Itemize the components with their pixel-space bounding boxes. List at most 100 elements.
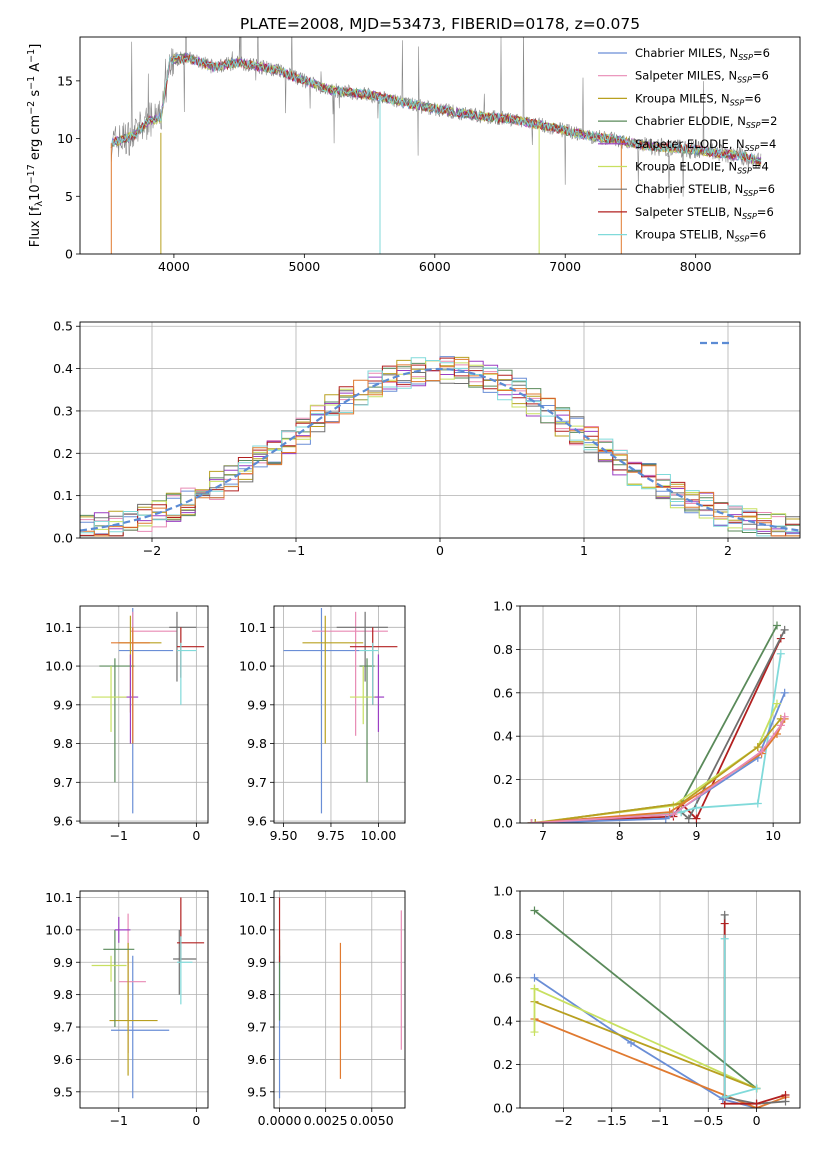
y-tick-label: 0 [65, 247, 73, 262]
weight-line [533, 909, 758, 1090]
weight-line [723, 914, 786, 1105]
y-tick-label: 9.5 [53, 1084, 73, 1099]
weight-marker [752, 1099, 761, 1108]
x-tick-label: −1 [287, 543, 305, 558]
y-tick-label: 9.7 [53, 1020, 73, 1035]
y-tick-label: 0.6 [493, 970, 513, 985]
x-tick-label: 0.0025 [304, 1113, 348, 1128]
weight-marker [530, 984, 539, 993]
y-tick-label: 0.4 [493, 1014, 513, 1029]
weight-marker [527, 819, 536, 823]
x-tick-label: 0 [192, 828, 200, 843]
figure-title: PLATE=2008, MJD=53473, FIBERID=0178, z=0… [240, 15, 640, 33]
legend-label: Kroupa ELODIE, NSSP=4 [635, 160, 769, 176]
weight-marker [669, 810, 678, 819]
legend-label: Salpeter MILES, NSSP=6 [635, 69, 769, 85]
weight-line [534, 987, 757, 1090]
x-tick-label: 7000 [549, 259, 581, 274]
y-tick-label: 9.6 [53, 1052, 73, 1067]
histograms [80, 356, 800, 537]
weight-line [534, 1000, 757, 1090]
weight-lines [530, 906, 790, 1108]
weight-line [723, 938, 757, 1099]
weight-marker [530, 973, 539, 982]
mass-vs-extinction-panel: 0.0000 0.0025 0.0050 9.5 9.6 9.7 9.8 9.9 10.0 10.… [239, 890, 406, 1128]
weight-marker [757, 747, 766, 756]
weight-marker [780, 712, 789, 721]
weight-lines [527, 621, 789, 823]
y-tick-label: 10.0 [239, 922, 267, 937]
y-tick-label: 0.4 [53, 361, 73, 376]
y-label-part: 10 [28, 184, 43, 201]
x-tick-label: −1 [110, 828, 128, 843]
y-tick-label: 9.9 [247, 955, 267, 970]
legend-label: Chabrier MILES, NSSP=6 [635, 46, 770, 62]
legend-label: Kroupa STELIB, NSSP=6 [635, 228, 766, 244]
y-tick-label: 9.5 [247, 1084, 267, 1099]
residual-histogram [80, 358, 800, 537]
y-tick-label: 9.6 [247, 814, 267, 829]
y-label-part: λ [34, 200, 45, 206]
y-tick-label: 9.8 [247, 987, 267, 1002]
x-tick-label: −1 [651, 1113, 669, 1128]
y-tick-label: 5 [65, 189, 73, 204]
y-tick-label: 0.8 [493, 642, 513, 657]
legend-label: Kroupa MILES, NSSP=6 [635, 91, 761, 107]
error-bars [91, 897, 205, 1099]
axes-frame [519, 890, 801, 1109]
weight-marker [531, 819, 540, 823]
model-spectrum [110, 54, 762, 163]
y-tick-label: 0.2 [493, 772, 513, 787]
y-label-part: A [28, 63, 43, 76]
x-tick-label: 0 [436, 543, 444, 558]
y-tick-label: 0.0 [493, 816, 513, 831]
x-tick-label: −2 [554, 1113, 572, 1128]
weight-marker [720, 910, 729, 919]
y-tick-label: 9.7 [53, 775, 73, 790]
y-label-part: Flux [f [28, 206, 43, 247]
weight-marker [772, 621, 781, 630]
y-tick-label: 9.8 [247, 736, 267, 751]
y-tick-label: 9.9 [247, 697, 267, 712]
mass-vs-metallicity-panel: −1 0 9.5 9.6 9.7 9.8 9.9 10.0 10.1 [45, 890, 209, 1128]
error-bars [91, 607, 205, 814]
y-tick-label: 0.6 [493, 685, 513, 700]
weight-line [531, 638, 782, 823]
x-tick-label: 9.50 [270, 828, 298, 843]
axes-frame [79, 605, 209, 824]
axes-frame [519, 605, 801, 824]
residuals-panel: −2 −1 0 1 2 0.0 0.1 0.2 0.3 0.4 0.5 [53, 319, 801, 558]
y-tick-label: 10.0 [239, 659, 267, 674]
weight-marker [692, 803, 701, 812]
legend-label: Salpeter STELIB, NSSP=6 [635, 205, 774, 221]
y-tick-label: 10.1 [45, 890, 73, 905]
x-tick-label: 5000 [288, 259, 320, 274]
x-tick-label: 0.0000 [258, 1113, 302, 1128]
y-tick-label: 10.0 [45, 659, 73, 674]
weight-vs-age-panel: 7 8 9 10 0.0 0.2 0.4 0.6 0.8 1.0 [493, 599, 801, 843]
weight-line [535, 692, 786, 823]
x-tick-label: 8000 [680, 259, 712, 274]
y-tick-label: 9.7 [247, 1020, 267, 1035]
y-label-part: s [28, 90, 43, 101]
x-tick-label: 8 [616, 828, 624, 843]
y-tick-label: 9.8 [53, 736, 73, 751]
weight-marker [720, 919, 729, 928]
x-tick-label: 2 [724, 543, 732, 558]
y-tick-label: 0.0 [493, 1101, 513, 1116]
weight-marker [692, 814, 701, 823]
x-tick-label: 6000 [419, 259, 451, 274]
weight-line [533, 977, 757, 1108]
model-spectrum [110, 54, 762, 166]
y-tick-label: 9.7 [247, 775, 267, 790]
y-tick-label: 0.4 [493, 729, 513, 744]
y-label-part: ] [28, 44, 43, 49]
y-tick-label: 10.0 [45, 922, 73, 937]
y-tick-label: 10 [57, 131, 73, 146]
weight-marker [753, 799, 762, 808]
y-tick-label: 1.0 [493, 599, 513, 614]
legend-label: Chabrier STELIB, NSSP=6 [635, 182, 775, 198]
axes-frame [79, 36, 801, 255]
weight-line [531, 653, 782, 823]
